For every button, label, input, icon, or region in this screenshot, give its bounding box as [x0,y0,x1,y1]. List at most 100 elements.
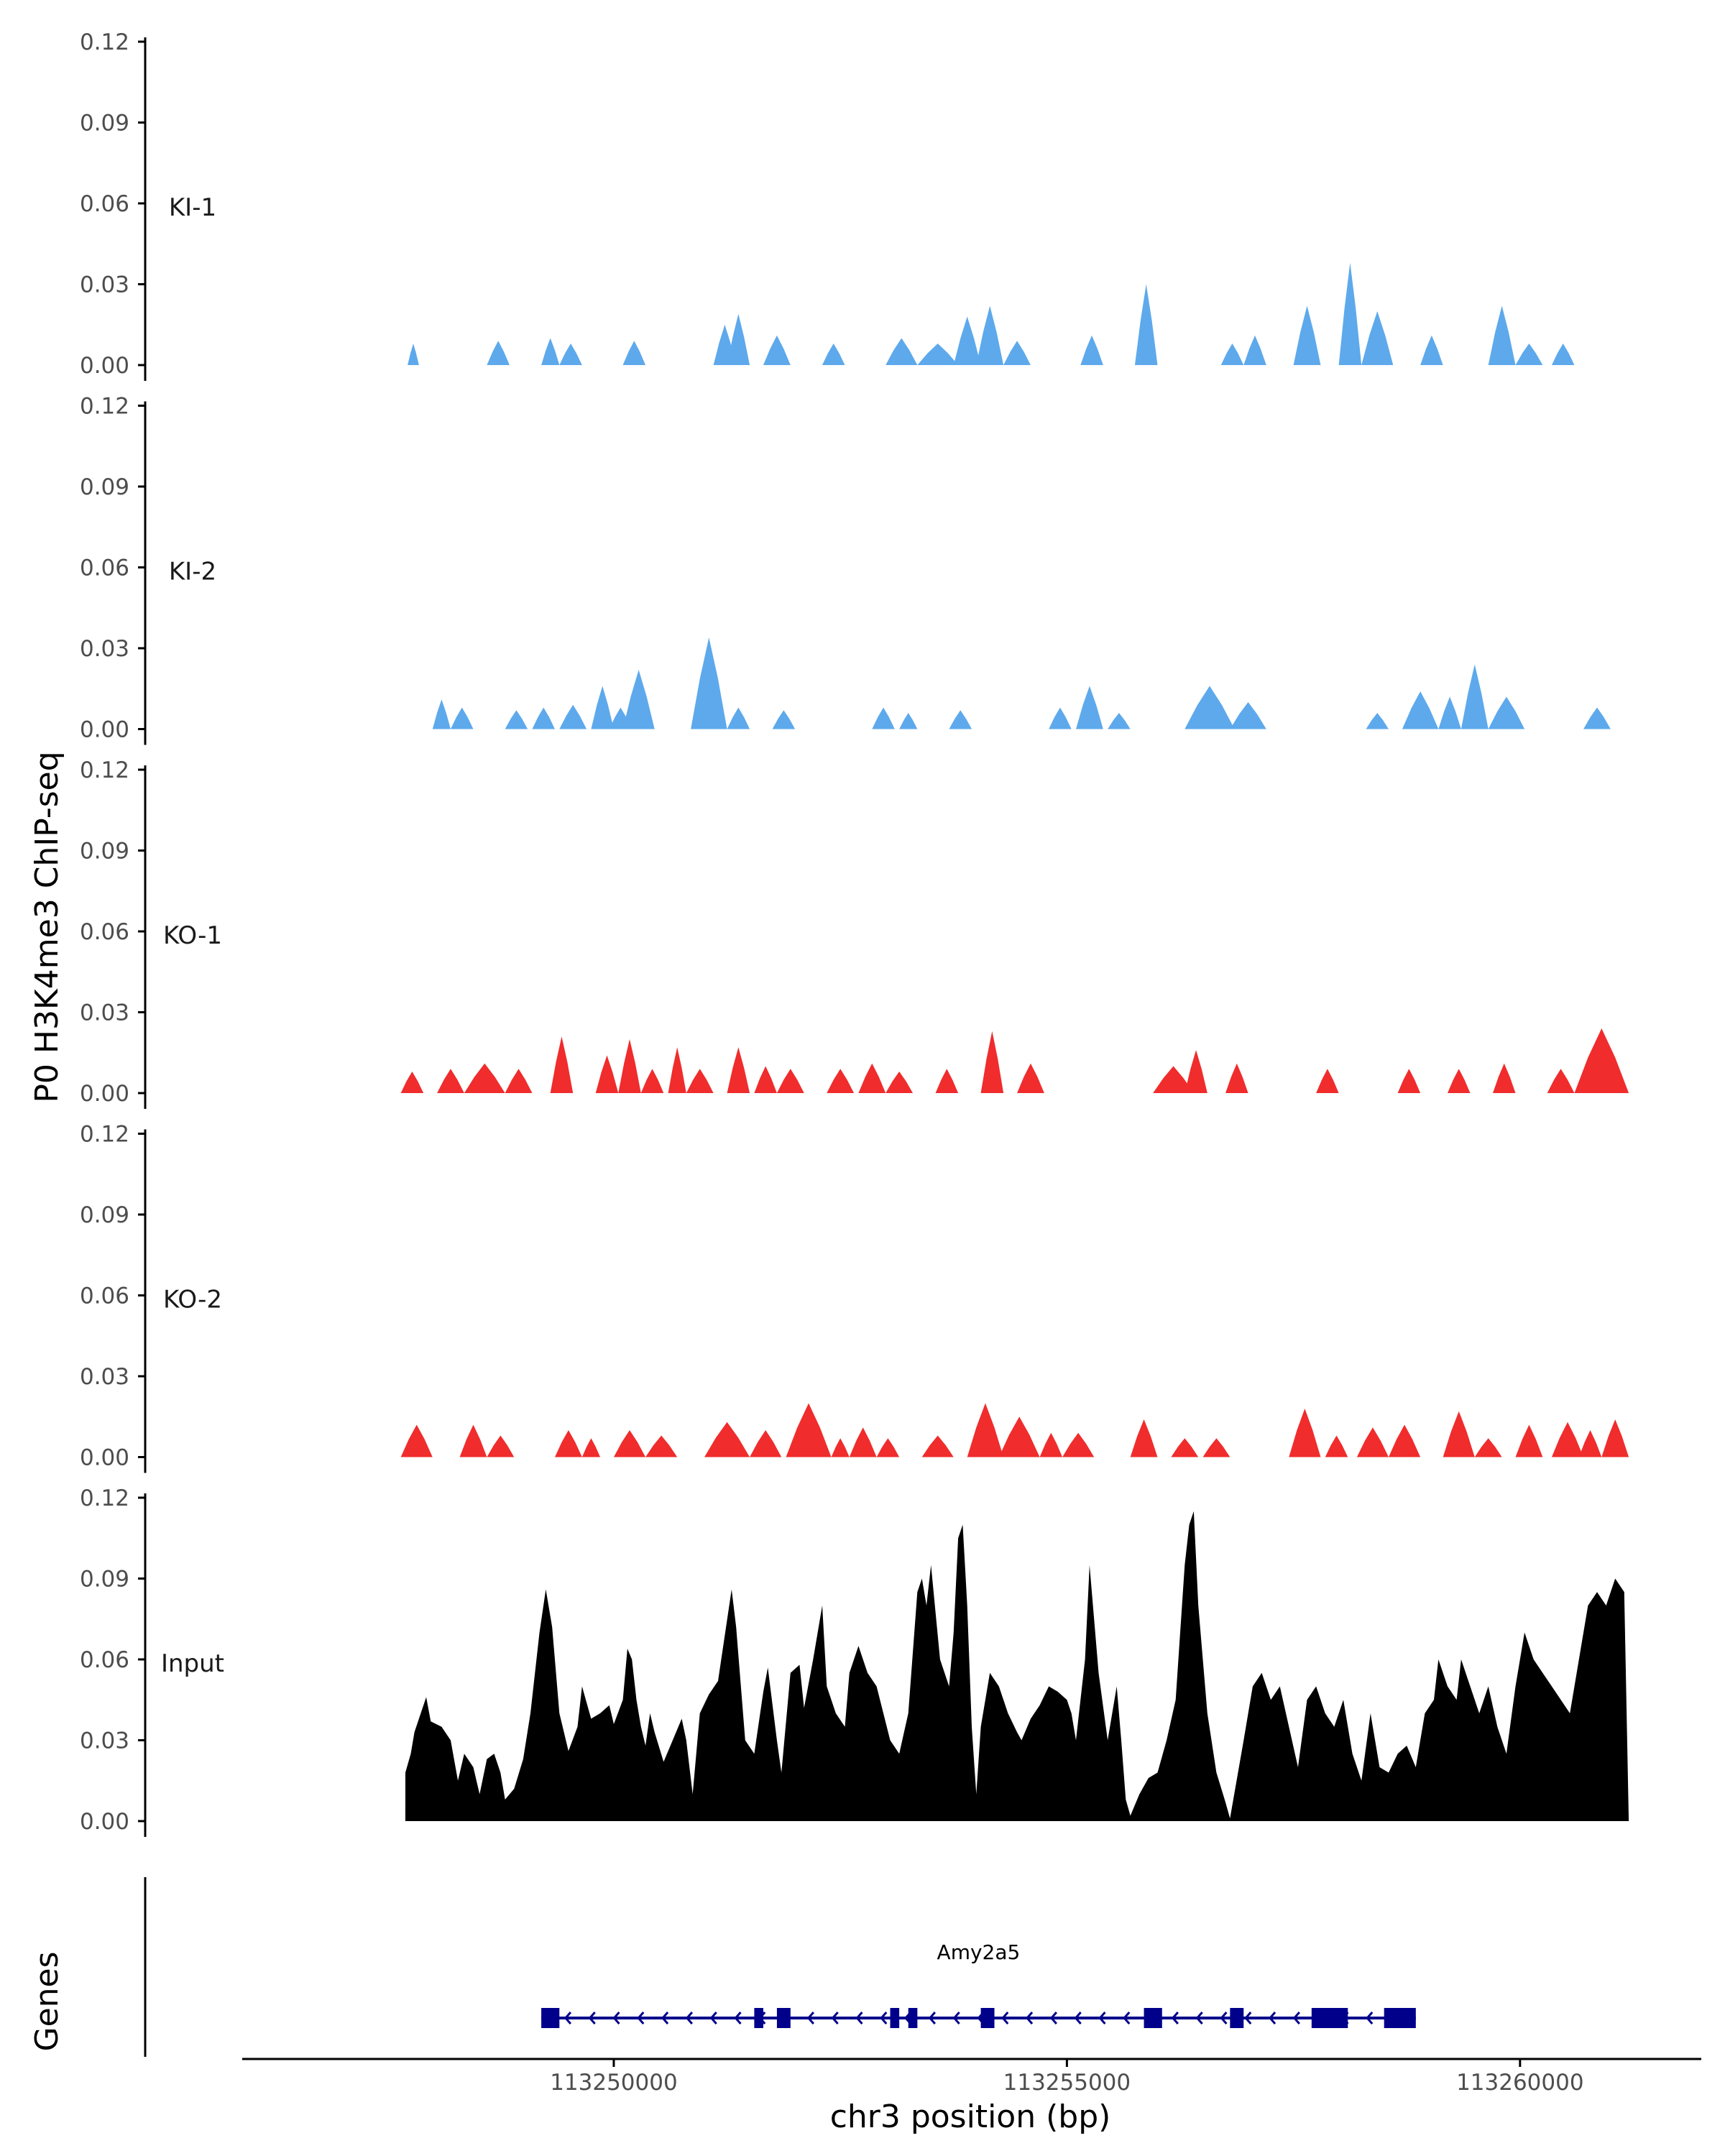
y-tick-label: 0.12 [80,1485,129,1511]
strand-arrow [1123,2012,1131,2024]
signal-peak-ko-1 [437,1069,464,1093]
signal-peak-ko-1 [668,1047,686,1093]
genes-axis-title: Genes [29,1951,65,2051]
y-tick-label: 0.03 [80,636,129,662]
signal-peak-ki-2 [1108,713,1131,729]
signal-peak-ki-1 [1515,344,1543,365]
strand-arrow [831,2012,839,2024]
signal-peak-ki-1 [763,335,791,365]
signal-peak-ko-1 [1153,1066,1194,1093]
y-tick-label: 0.03 [80,272,129,298]
signal-peak-ko-2 [555,1430,582,1457]
track-ki-1: 0.00 0.03 0.06 0.09 0.12 KI-1 [80,29,1575,381]
track-label-ki-1: KI-1 [169,193,216,222]
signal-peak-ko-2 [998,1416,1040,1457]
signal-peak-ki-1 [976,305,1004,365]
signal-peak-ko-1 [640,1069,664,1093]
track-label-ko-1: KO-1 [163,921,222,950]
strand-arrow [1292,2012,1300,2024]
signal-peak-ko-2 [581,1438,601,1457]
signal-peak-ki-1 [487,341,510,365]
signal-peak-ki-1 [822,344,845,365]
strand-arrow [1366,2012,1374,2024]
signal-peak-ko-1 [827,1069,855,1093]
strand-arrow [1074,2012,1082,2024]
strand-arrow [880,2012,888,2024]
strand-arrow [661,2012,669,2024]
signal-peak-ko-1 [686,1069,714,1093]
signal-peak-ki-1 [1338,262,1362,365]
signal-peak-ki-2 [772,710,796,729]
signal-peak-ko-2 [1171,1438,1199,1457]
signal-peak-ki-2 [505,710,528,729]
signal-peak-ko-2 [1062,1432,1095,1457]
strand-arrow [612,2012,620,2024]
signal-tracks: 0.00 0.03 0.06 0.09 0.12 KI-1 0.00 0.03 0.06 0.09… [80,29,1629,1837]
signal-peak-ko-2 [921,1435,954,1457]
signal-peak-ko-2 [1202,1438,1230,1457]
y-tick-label: 0.12 [80,394,129,420]
y-tick-label: 0.00 [80,1445,129,1471]
signal-peak-ko-2 [1551,1422,1584,1457]
signal-peak-ko-1 [858,1063,886,1093]
y-tick-label: 0.06 [80,1284,129,1309]
signal-peak-ki-1 [1080,335,1103,365]
strand-arrow [1269,2012,1276,2024]
signal-peak-ki-2 [1583,707,1611,729]
strand-arrow [734,2012,742,2024]
x-tick-label: 113250000 [550,2070,678,2096]
signal-peak-ko-2 [487,1435,515,1457]
signal-peak-ko-1 [1184,1050,1208,1093]
strand-arrow [588,2012,596,2024]
signal-peak-ki-2 [1230,702,1266,729]
signal-peak-ki-2 [432,699,451,729]
y-tick-label: 0.12 [80,1122,129,1148]
signal-peak-ko-1 [1447,1069,1471,1093]
signal-peak-ko-1 [550,1036,574,1093]
strand-arrow [685,2012,694,2024]
signal-peak-ko-2 [704,1422,750,1457]
signal-peak-ki-2 [532,707,555,729]
y-tick-label: 0.03 [80,1000,129,1026]
strand-arrow [1098,2012,1106,2024]
strand-arrow [1195,2012,1203,2024]
signal-peak-ko-1 [886,1072,914,1093]
strand-arrow [1001,2012,1009,2024]
signal-peak-ko-1 [935,1069,959,1093]
strand-arrow [1244,2012,1252,2024]
signal-peak-ki-1 [408,344,419,365]
y-tick-label: 0.12 [80,29,129,55]
signal-peak-ko-2 [1289,1409,1321,1457]
gene-exon [908,2008,918,2028]
signal-peak-ko-2 [876,1438,900,1457]
signal-peak-ki-2 [451,707,474,729]
gene-exon [980,2008,995,2028]
signal-peak-ki-2 [899,713,918,729]
signal-peak-ki-2 [1076,686,1103,729]
signal-peak-ki-2 [622,670,655,729]
signal-peak-ki-1 [953,316,981,365]
gene-exon [1144,2008,1162,2028]
gene-exon [1384,2008,1416,2028]
signal-peak-ko-2 [1325,1435,1348,1457]
signal-peak-ko-2 [1515,1424,1543,1457]
y-tick-label: 0.09 [80,839,129,865]
signal-peak-ki-2 [1049,707,1072,729]
x-tick-label: 113255000 [1003,2070,1131,2096]
x-tick-label: 113260000 [1456,2070,1584,2096]
signal-area-input [405,1511,1629,1821]
signal-peak-ki-2 [1366,713,1389,729]
track-label-input: Input [161,1649,224,1678]
y-tick-label: 0.09 [80,1567,129,1593]
y-tick-label: 0.09 [80,1202,129,1228]
gene-exon [754,2008,763,2028]
signal-peak-ki-2 [1402,691,1439,729]
track-input: 0.00 0.03 0.06 0.09 0.12 Input [80,1485,1629,1837]
signal-peak-ki-1 [727,313,750,365]
gene-exon [541,2008,560,2028]
strand-arrow [1220,2012,1228,2024]
signal-peak-ki-1 [1551,344,1575,365]
signal-peak-ko-1 [754,1066,777,1093]
gene-exon [890,2008,900,2028]
